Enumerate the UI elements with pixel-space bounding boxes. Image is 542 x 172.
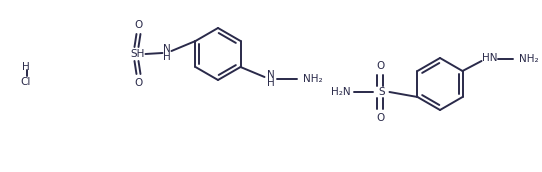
Text: O: O (376, 113, 385, 123)
Text: H₂N: H₂N (331, 87, 350, 97)
Text: H: H (22, 62, 30, 72)
Text: H: H (163, 52, 170, 62)
Text: O: O (134, 78, 143, 88)
Text: Cl: Cl (20, 77, 30, 87)
Text: N: N (163, 44, 170, 54)
Text: O: O (376, 61, 385, 71)
Text: H: H (267, 78, 274, 88)
Text: NH₂: NH₂ (519, 54, 538, 64)
Text: O: O (134, 20, 143, 30)
Text: NH₂: NH₂ (302, 74, 322, 84)
Text: N: N (267, 70, 274, 80)
Text: HN: HN (482, 53, 497, 63)
Text: S: S (378, 87, 385, 97)
Text: SH: SH (130, 49, 145, 59)
